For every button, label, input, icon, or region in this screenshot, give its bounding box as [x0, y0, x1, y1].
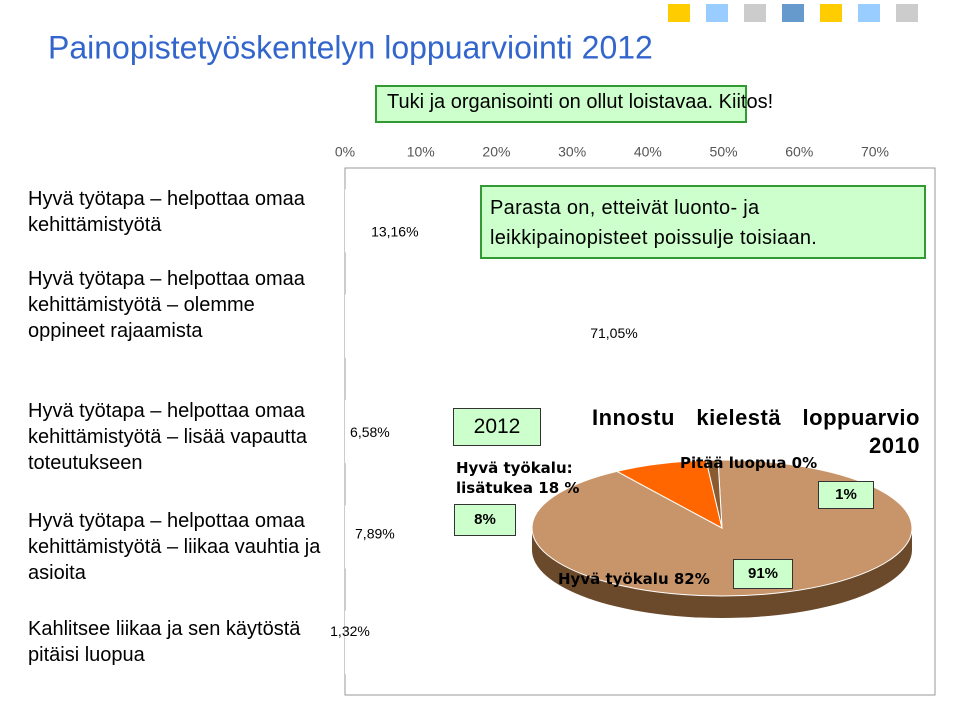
- category-label: Hyvä työtapa – helpottaa omaa kehittämis…: [28, 400, 308, 474]
- category-label: Kahlitsee liikaa ja sen käytöstä pitäisi…: [28, 618, 301, 666]
- category-label: Hyvä työtapa – helpottaa omaa kehittämis…: [28, 510, 321, 584]
- x-tick-label: 30%: [558, 144, 586, 160]
- decor-square: [820, 4, 842, 22]
- bar: [345, 505, 405, 569]
- slice-label: Hyvä työkalu: lisätukea 18 %: [456, 459, 580, 497]
- data-label: 13,16%: [371, 223, 418, 239]
- data-label: 7,89%: [355, 526, 395, 542]
- year-box: 2012: [453, 408, 541, 446]
- data-label: 6,58%: [350, 424, 390, 440]
- decor-square: [858, 4, 880, 22]
- data-label: 1,32%: [330, 623, 370, 639]
- x-tick-label: 60%: [785, 144, 813, 160]
- callout: Tuki ja organisointi on ollut loistavaa.…: [375, 85, 773, 123]
- decor-square: [782, 4, 804, 22]
- x-tick-label: 0%: [335, 144, 355, 160]
- data-label: 71,05%: [590, 325, 637, 341]
- bar: [345, 294, 883, 358]
- pie-title: Innostu kielestä loppuarvio 2010: [592, 405, 920, 458]
- x-tick-label: 50%: [710, 144, 738, 160]
- x-tick-label: 40%: [634, 144, 662, 160]
- pie-slice: [705, 459, 723, 529]
- decor-square: [744, 4, 766, 22]
- value-box: 91%: [733, 559, 793, 589]
- x-tick-label: 70%: [861, 144, 889, 160]
- category-label: Hyvä työtapa – helpottaa omaa kehittämis…: [28, 268, 305, 342]
- callout: Parasta on, etteivät luonto- ja leikkipa…: [480, 185, 926, 259]
- decor-square: [668, 4, 690, 22]
- x-tick-label: 10%: [407, 144, 435, 160]
- bar: [345, 610, 355, 674]
- bar: [345, 399, 395, 464]
- decor-square: [896, 4, 918, 22]
- category-label: Hyvä työtapa – helpottaa omaa kehittämis…: [28, 188, 305, 236]
- bar: [345, 189, 445, 253]
- slice-label: Hyvä työkalu 82%: [558, 570, 710, 588]
- decor-square: [706, 4, 728, 22]
- pie-slice: [615, 459, 723, 529]
- value-box: 1%: [818, 481, 874, 509]
- value-box: 8%: [454, 504, 516, 536]
- slide-title: Painopistetyöskentelyn loppuarviointi 20…: [48, 29, 653, 65]
- x-tick-label: 20%: [482, 144, 510, 160]
- slice-label: Pitää luopua 0%: [680, 454, 818, 472]
